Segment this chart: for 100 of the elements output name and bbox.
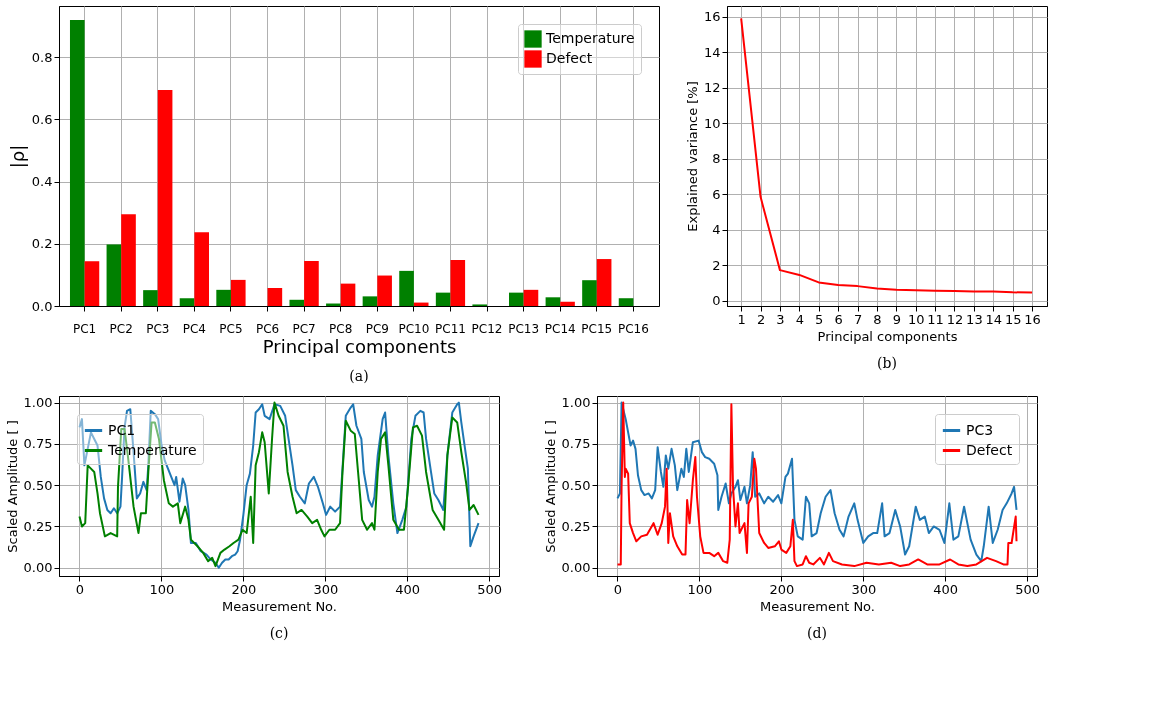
bar xyxy=(560,301,575,306)
text: (b) xyxy=(877,355,897,371)
y-tick-label: 8 xyxy=(712,151,721,167)
y-tick-label: 10 xyxy=(703,115,721,131)
y-tick-label: 0.0 xyxy=(31,298,53,314)
bar xyxy=(582,280,597,306)
x-tick-label: PC7 xyxy=(292,321,316,336)
x-tick-label: 13 xyxy=(966,311,983,327)
x-tick-label: 0 xyxy=(613,581,623,597)
bar xyxy=(194,232,209,306)
bar xyxy=(509,292,524,306)
bar xyxy=(267,287,283,306)
x-tick-label: 14 xyxy=(985,311,1003,327)
x-tick-label: PC1 xyxy=(72,321,97,336)
x-tick-label: 200 xyxy=(231,581,257,597)
x-tick-label: PC10 xyxy=(398,321,430,336)
x-tick-label: 7 xyxy=(853,311,863,327)
bar xyxy=(84,261,100,306)
bar xyxy=(596,259,612,306)
y-tick-label: 0.25 xyxy=(561,518,591,534)
x-tick-label: 2 xyxy=(756,311,766,327)
line-series xyxy=(740,17,1034,294)
y-axis-title: Scaled Amplitude [ ] xyxy=(542,420,558,553)
x-tick-label: PC15 xyxy=(581,321,613,336)
y-tick-label: 0.2 xyxy=(31,236,53,252)
x-tick-label: PC9 xyxy=(365,321,389,336)
y-tick-label: 0.00 xyxy=(561,560,591,576)
bar xyxy=(413,302,429,306)
bar xyxy=(179,298,195,306)
y-tick-label: 6 xyxy=(712,186,721,202)
legend-label: Temperature xyxy=(107,441,197,458)
bar xyxy=(289,299,305,306)
x-tick-label: PC11 xyxy=(435,321,466,336)
y-tick-label: 0.6 xyxy=(31,111,53,127)
text: (c) xyxy=(269,625,289,641)
bar xyxy=(121,214,136,306)
bar xyxy=(399,270,414,306)
legend-label: PC1 xyxy=(108,421,136,438)
x-tick-label: 15 xyxy=(1004,311,1022,327)
y-axis-title: |ρ| xyxy=(6,144,28,169)
x-tick-label: PC8 xyxy=(329,321,353,336)
bar xyxy=(143,290,158,306)
y-tick-label: 0.4 xyxy=(31,174,53,190)
x-tick-label: 300 xyxy=(313,581,339,597)
y-tick-label: 0.75 xyxy=(561,436,591,452)
y-tick-label: 0 xyxy=(712,293,721,309)
x-tick-label: PC13 xyxy=(508,321,540,336)
y-tick-label: 1.00 xyxy=(23,395,53,411)
text: (d) xyxy=(807,625,827,641)
y-axis-title: Explained variance [%] xyxy=(684,81,700,232)
x-tick-label: 9 xyxy=(892,311,901,327)
x-axis-title: Principal components xyxy=(262,335,457,357)
bar xyxy=(304,260,319,306)
y-tick-label: 16 xyxy=(703,9,721,25)
bar xyxy=(69,19,85,306)
y-tick-label: 0.75 xyxy=(23,436,53,452)
y-tick-label: 0.8 xyxy=(31,49,53,65)
x-tick-label: 500 xyxy=(1015,581,1041,597)
y-tick-label: 1.00 xyxy=(561,395,591,411)
x-tick-label: PC5 xyxy=(219,321,243,336)
bar xyxy=(377,275,392,306)
x-axis-title: Measurement No. xyxy=(760,598,875,614)
x-tick-label: 3 xyxy=(776,311,785,327)
x-tick-label: 11 xyxy=(927,311,944,327)
bar xyxy=(340,283,356,306)
x-axis-title: Measurement No. xyxy=(222,598,337,614)
bar xyxy=(157,89,173,306)
bar xyxy=(545,297,561,306)
x-tick-label: 200 xyxy=(769,581,795,597)
legend-label: Defect xyxy=(546,50,593,66)
x-tick-label: PC12 xyxy=(471,321,503,336)
bar xyxy=(230,279,246,306)
y-tick-label: 12 xyxy=(703,80,721,96)
x-tick-label: 10 xyxy=(907,311,925,327)
x-tick-label: PC6 xyxy=(255,321,280,336)
x-tick-label: 300 xyxy=(851,581,877,597)
x-tick-label: 8 xyxy=(873,311,882,327)
y-tick-label: 14 xyxy=(703,44,721,60)
x-axis-title: Principal components xyxy=(817,328,958,344)
bar xyxy=(362,296,378,306)
y-tick-label: 0.50 xyxy=(23,477,53,493)
x-tick-label: PC2 xyxy=(109,321,133,336)
x-tick-label: PC3 xyxy=(146,321,170,336)
x-tick-label: PC14 xyxy=(544,321,576,336)
x-tick-label: 0 xyxy=(75,581,85,597)
bar xyxy=(618,298,634,306)
x-tick-label: 400 xyxy=(933,581,959,597)
legend-label: PC3 xyxy=(966,421,994,438)
x-tick-label: 12 xyxy=(946,311,964,327)
y-tick-label: 4 xyxy=(712,222,721,238)
y-tick-label: 0.00 xyxy=(23,560,53,576)
y-axis-title: Scaled Amplitude [ ] xyxy=(4,420,20,553)
bar xyxy=(106,244,122,306)
x-tick-label: 1 xyxy=(737,311,746,327)
y-tick-label: 0.50 xyxy=(561,477,591,493)
x-tick-label: PC4 xyxy=(182,321,206,336)
bar xyxy=(435,292,451,306)
x-tick-label: PC16 xyxy=(617,321,649,336)
y-tick-label: 0.25 xyxy=(23,518,53,534)
text: (a) xyxy=(349,368,369,384)
